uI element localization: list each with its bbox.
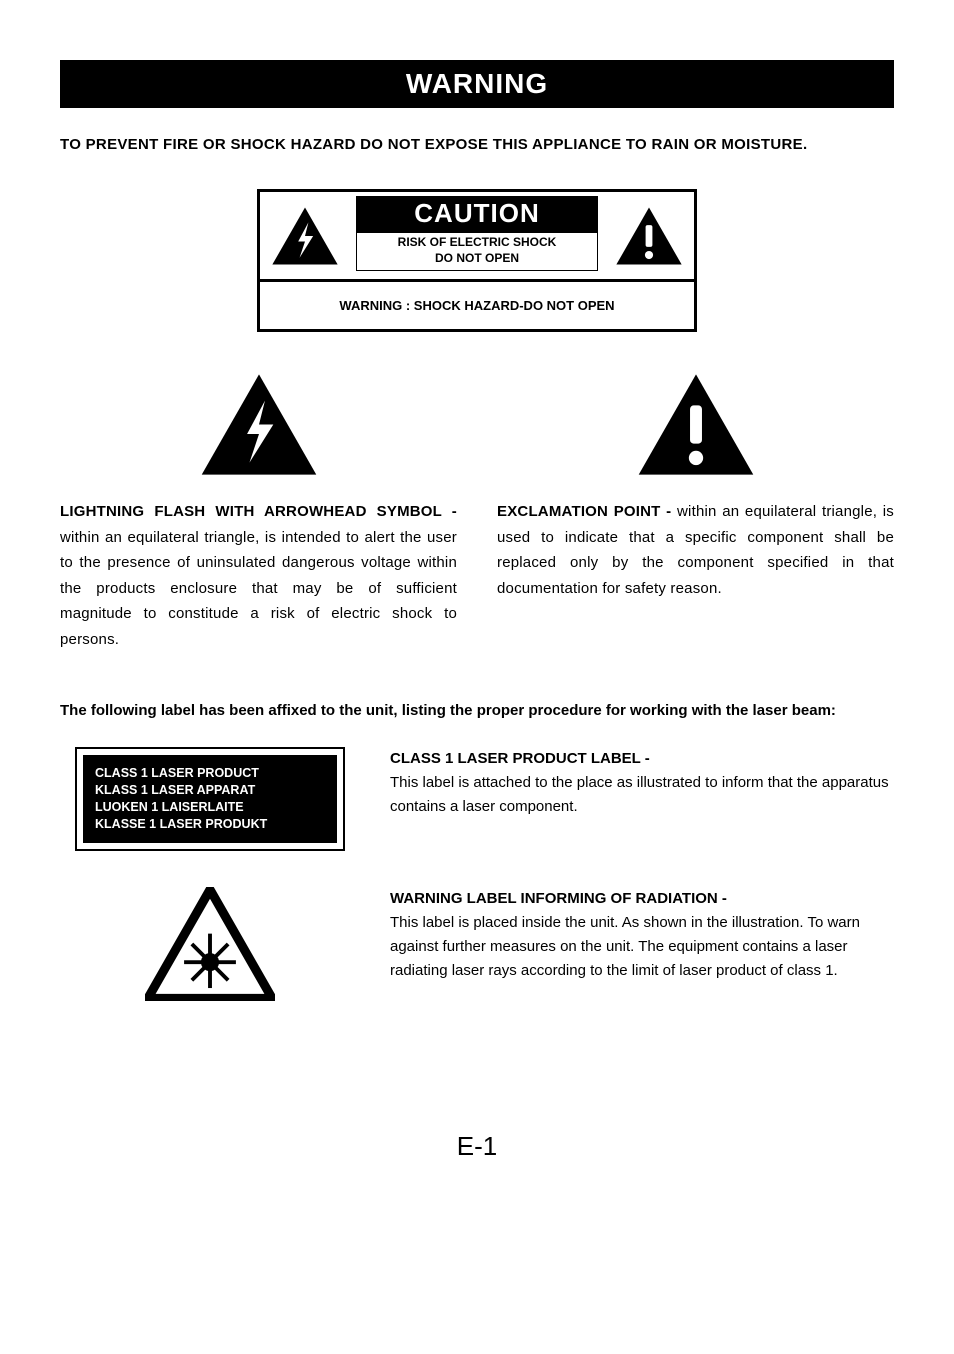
- caution-left-icon-cell: [260, 192, 350, 279]
- caution-center-cell: CAUTION RISK OF ELECTRIC SHOCK DO NOT OP…: [350, 192, 604, 279]
- lightning-triangle-icon: [271, 206, 339, 266]
- caution-title: CAUTION: [356, 196, 598, 233]
- lightning-description: LIGHTNING FLASH WITH ARROWHEAD SYMBOL - …: [60, 499, 457, 652]
- radiation-icon-wrap: [60, 887, 360, 1001]
- lightning-body: within an equilateral triangle, is inten…: [60, 529, 457, 648]
- laser-intro-text: The following label has been affixed to …: [60, 702, 894, 719]
- caution-subtitle: RISK OF ELECTRIC SHOCK DO NOT OPEN: [356, 233, 598, 271]
- exclamation-triangle-large-icon: [636, 372, 756, 477]
- lightning-icon-wrap: [60, 372, 457, 477]
- class1-line1: CLASS 1 LASER PRODUCT: [95, 765, 325, 782]
- class1-label-graphic: CLASS 1 LASER PRODUCT KLASS 1 LASER APPA…: [60, 747, 360, 851]
- lightning-triangle-large-icon: [199, 372, 319, 477]
- radiation-desc-body: This label is placed inside the unit. As…: [390, 911, 894, 983]
- lightning-lead: LIGHTNING FLASH WITH ARROWHEAD SYMBOL -: [60, 503, 457, 520]
- class1-description: CLASS 1 LASER PRODUCT LABEL - This label…: [390, 747, 894, 819]
- caution-box: CAUTION RISK OF ELECTRIC SHOCK DO NOT OP…: [257, 189, 697, 332]
- symbol-explanation-row: LIGHTNING FLASH WITH ARROWHEAD SYMBOL - …: [60, 372, 894, 652]
- caution-right-icon-cell: [604, 192, 694, 279]
- radiation-description: WARNING LABEL INFORMING OF RADIATION - T…: [390, 887, 894, 983]
- exclamation-column: EXCLAMATION POINT - within an equilatera…: [497, 372, 894, 652]
- page-number: E-1: [60, 1131, 894, 1162]
- radiation-desc-lead: WARNING LABEL INFORMING OF RADIATION -: [390, 887, 894, 911]
- caution-sub-line1: RISK OF ELECTRIC SHOCK: [398, 235, 557, 249]
- exclamation-triangle-icon: [615, 206, 683, 266]
- lightning-column: LIGHTNING FLASH WITH ARROWHEAD SYMBOL - …: [60, 372, 457, 652]
- headline-text: TO PREVENT FIRE OR SHOCK HAZARD DO NOT E…: [60, 136, 894, 153]
- class1-box: CLASS 1 LASER PRODUCT KLASS 1 LASER APPA…: [75, 747, 345, 851]
- exclamation-lead: EXCLAMATION POINT -: [497, 503, 677, 520]
- class1-desc-lead: CLASS 1 LASER PRODUCT LABEL -: [390, 747, 894, 771]
- exclamation-description: EXCLAMATION POINT - within an equilatera…: [497, 499, 894, 601]
- class1-line3: LUOKEN 1 LAISERLAITE: [95, 799, 325, 816]
- class1-line2: KLASS 1 LASER APPARAT: [95, 782, 325, 799]
- class1-label-row: CLASS 1 LASER PRODUCT KLASS 1 LASER APPA…: [60, 747, 894, 851]
- class1-desc-body: This label is attached to the place as i…: [390, 771, 894, 819]
- caution-top-row: CAUTION RISK OF ELECTRIC SHOCK DO NOT OP…: [260, 192, 694, 282]
- radiation-label-row: WARNING LABEL INFORMING OF RADIATION - T…: [60, 887, 894, 1001]
- caution-bottom-text: WARNING : SHOCK HAZARD-DO NOT OPEN: [260, 282, 694, 329]
- class1-inner: CLASS 1 LASER PRODUCT KLASS 1 LASER APPA…: [83, 755, 337, 843]
- laser-warning-triangle-icon: [145, 887, 275, 1001]
- class1-line4: KLASSE 1 LASER PRODUKT: [95, 816, 325, 833]
- caution-sub-line2: DO NOT OPEN: [435, 251, 519, 265]
- warning-banner: WARNING: [60, 60, 894, 108]
- exclamation-icon-wrap: [497, 372, 894, 477]
